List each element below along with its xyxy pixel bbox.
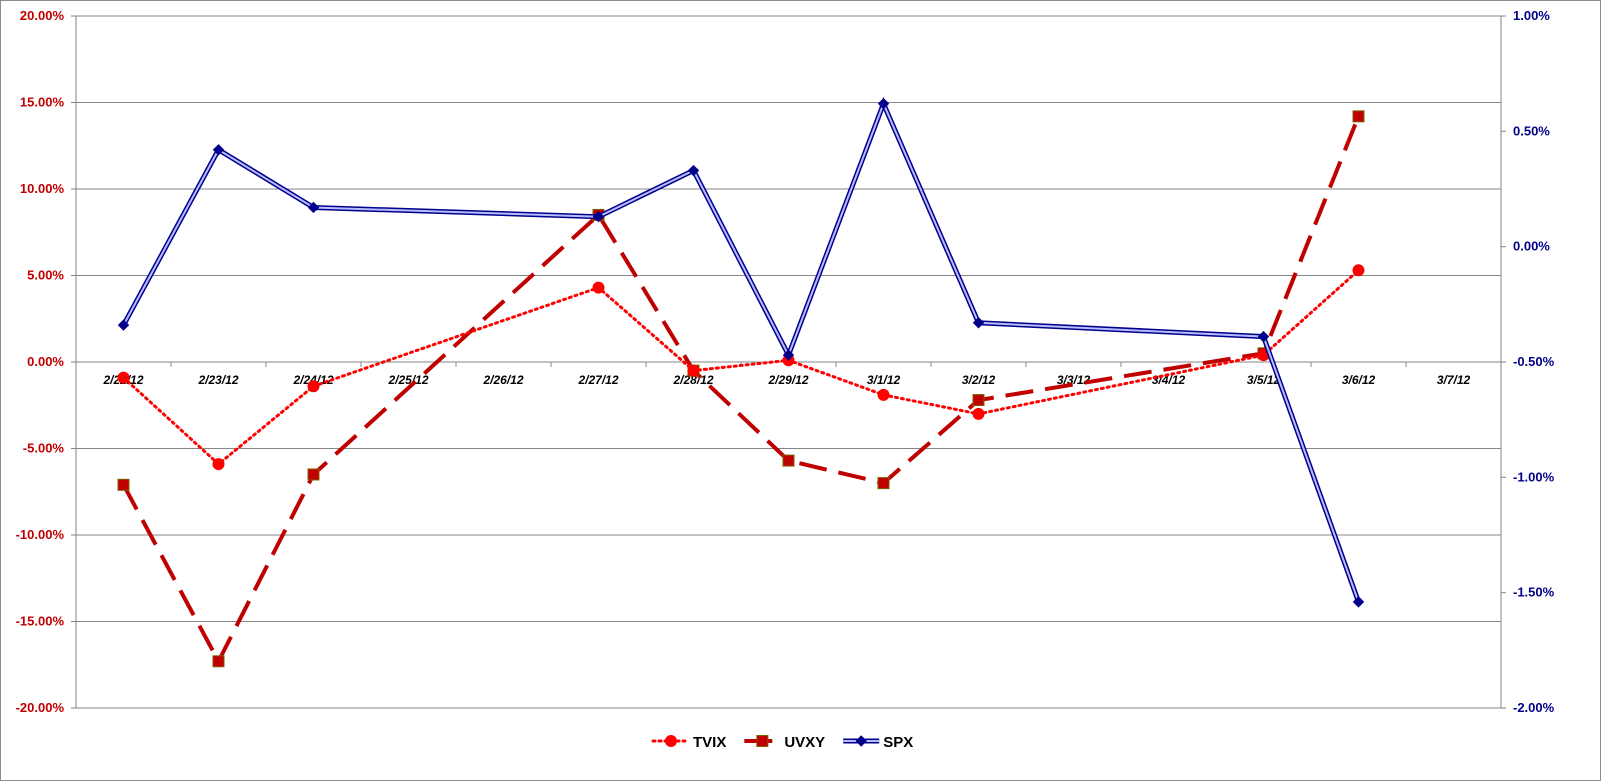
tvix-point: [972, 407, 985, 420]
x-tick-label: 3/5/12: [1247, 373, 1281, 387]
spx-point: [212, 144, 225, 156]
right-tick-label: -2.00%: [1513, 700, 1555, 715]
x-tick-label: 2/29/12: [767, 373, 808, 387]
x-tick-label: 2/25/12: [387, 373, 428, 387]
legend-spx-point: [855, 735, 867, 747]
spx-point: [117, 319, 130, 331]
uvxy-point: [782, 454, 795, 467]
right-tick-label: -1.00%: [1513, 469, 1555, 484]
tvix-point: [877, 388, 890, 401]
x-tick-label: 3/1/12: [867, 373, 901, 387]
left-tick-label: -5.00%: [23, 441, 65, 456]
right-tick-label: -1.50%: [1513, 585, 1555, 600]
legend-label-uvxy: UVXY: [784, 734, 825, 751]
right-axis: 1.00% 0.50% 0.00% -0.50% -1.00% -1.50% -2.00%: [1500, 8, 1555, 715]
uvxy-point: [1352, 110, 1365, 123]
x-tick-label: 3/7/12: [1437, 373, 1471, 387]
left-tick-label: -10.00%: [16, 527, 65, 542]
spx-point: [687, 164, 700, 177]
x-tick-label: 3/3/12: [1057, 373, 1091, 387]
spx-point: [972, 317, 985, 329]
x-tick-label: 2/24/12: [292, 373, 333, 387]
legend-uvxy-point: [756, 735, 769, 747]
x-tick-label: 2/27/12: [577, 373, 618, 387]
x-tick-label: 3/6/12: [1342, 373, 1376, 387]
right-tick-label: 0.00%: [1513, 239, 1550, 254]
legend-tvix-point: [665, 735, 677, 747]
x-tick-label: 3/2/12: [962, 373, 996, 387]
x-tick-label: 2/28/12: [672, 373, 713, 387]
uvxy-line: [121, 115, 1361, 666]
legend-item-tvix: TVIX: [651, 734, 726, 751]
tvix-point: [1352, 264, 1365, 277]
legend-label-spx: SPX: [883, 734, 913, 751]
spx-point: [877, 97, 890, 110]
legend: TVIX UVXY SPX: [651, 734, 913, 751]
x-tick-label: 2/26/12: [482, 373, 523, 387]
left-tick-label: 0.00%: [27, 354, 64, 369]
uvxy-point: [212, 655, 225, 668]
x-axis: 2/22/122/23/122/24/122/25/122/26/122/27/…: [75, 361, 1502, 387]
left-tick-label: 15.00%: [20, 95, 65, 110]
spx-point: [782, 349, 795, 361]
right-tick-label: -0.50%: [1513, 354, 1555, 369]
tvix-line: [122, 268, 1360, 467]
tvix-point: [687, 364, 700, 377]
left-tick-label: -20.00%: [16, 700, 65, 715]
left-tick-label: 10.00%: [20, 181, 65, 196]
right-tick-label: 0.50%: [1513, 123, 1550, 138]
left-tick-label: -15.00%: [16, 614, 65, 629]
spx-point: [1352, 596, 1365, 608]
legend-label-tvix: TVIX: [693, 734, 726, 751]
uvxy-point: [877, 477, 890, 490]
spx-point: [307, 201, 320, 214]
series-spx: [117, 97, 1365, 608]
series-layer: [117, 97, 1365, 668]
legend-item-spx: SPX: [843, 734, 913, 751]
tvix-point: [212, 458, 225, 471]
spx-line: [122, 101, 1360, 603]
spx-point: [592, 210, 605, 223]
left-tick-label: 5.00%: [27, 268, 64, 283]
gridlines: [76, 15, 1501, 709]
x-tick-label: 2/23/12: [197, 373, 238, 387]
tvix-point: [592, 281, 605, 294]
uvxy-point: [117, 478, 130, 491]
tvix-point: [307, 380, 320, 393]
uvxy-point: [972, 394, 985, 407]
series-tvix: [117, 264, 1365, 471]
spx-point: [1257, 330, 1270, 343]
tvix-point: [117, 371, 130, 384]
legend-item-uvxy: UVXY: [744, 734, 825, 751]
uvxy-point: [307, 468, 320, 481]
left-tick-label: 20.00%: [20, 8, 65, 23]
right-tick-label: 1.00%: [1513, 8, 1550, 23]
left-axis: 20.00% 15.00% 10.00% 5.00% 0.00% -5.00% -10.00…: [16, 8, 77, 715]
